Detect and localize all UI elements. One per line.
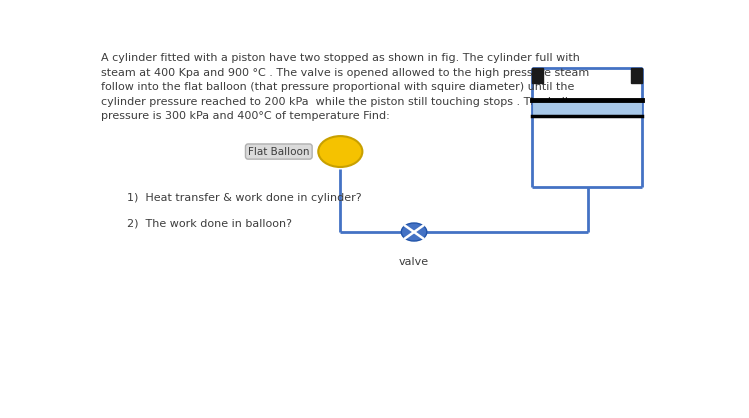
Text: Flat Balloon: Flat Balloon: [248, 147, 309, 157]
Ellipse shape: [318, 136, 363, 167]
Text: valve: valve: [399, 257, 429, 267]
Text: 1)  Heat transfer & work done in cylinder?: 1) Heat transfer & work done in cylinder…: [127, 194, 362, 204]
Text: A cylinder fitted with a piston have two stopped as shown in fig. The cylinder f: A cylinder fitted with a piston have two…: [100, 54, 589, 121]
Bar: [533, 100, 642, 116]
Bar: [533, 68, 543, 83]
Text: 2)  The work done in balloon?: 2) The work done in balloon?: [127, 218, 292, 228]
Ellipse shape: [401, 223, 427, 241]
Bar: [631, 68, 642, 83]
